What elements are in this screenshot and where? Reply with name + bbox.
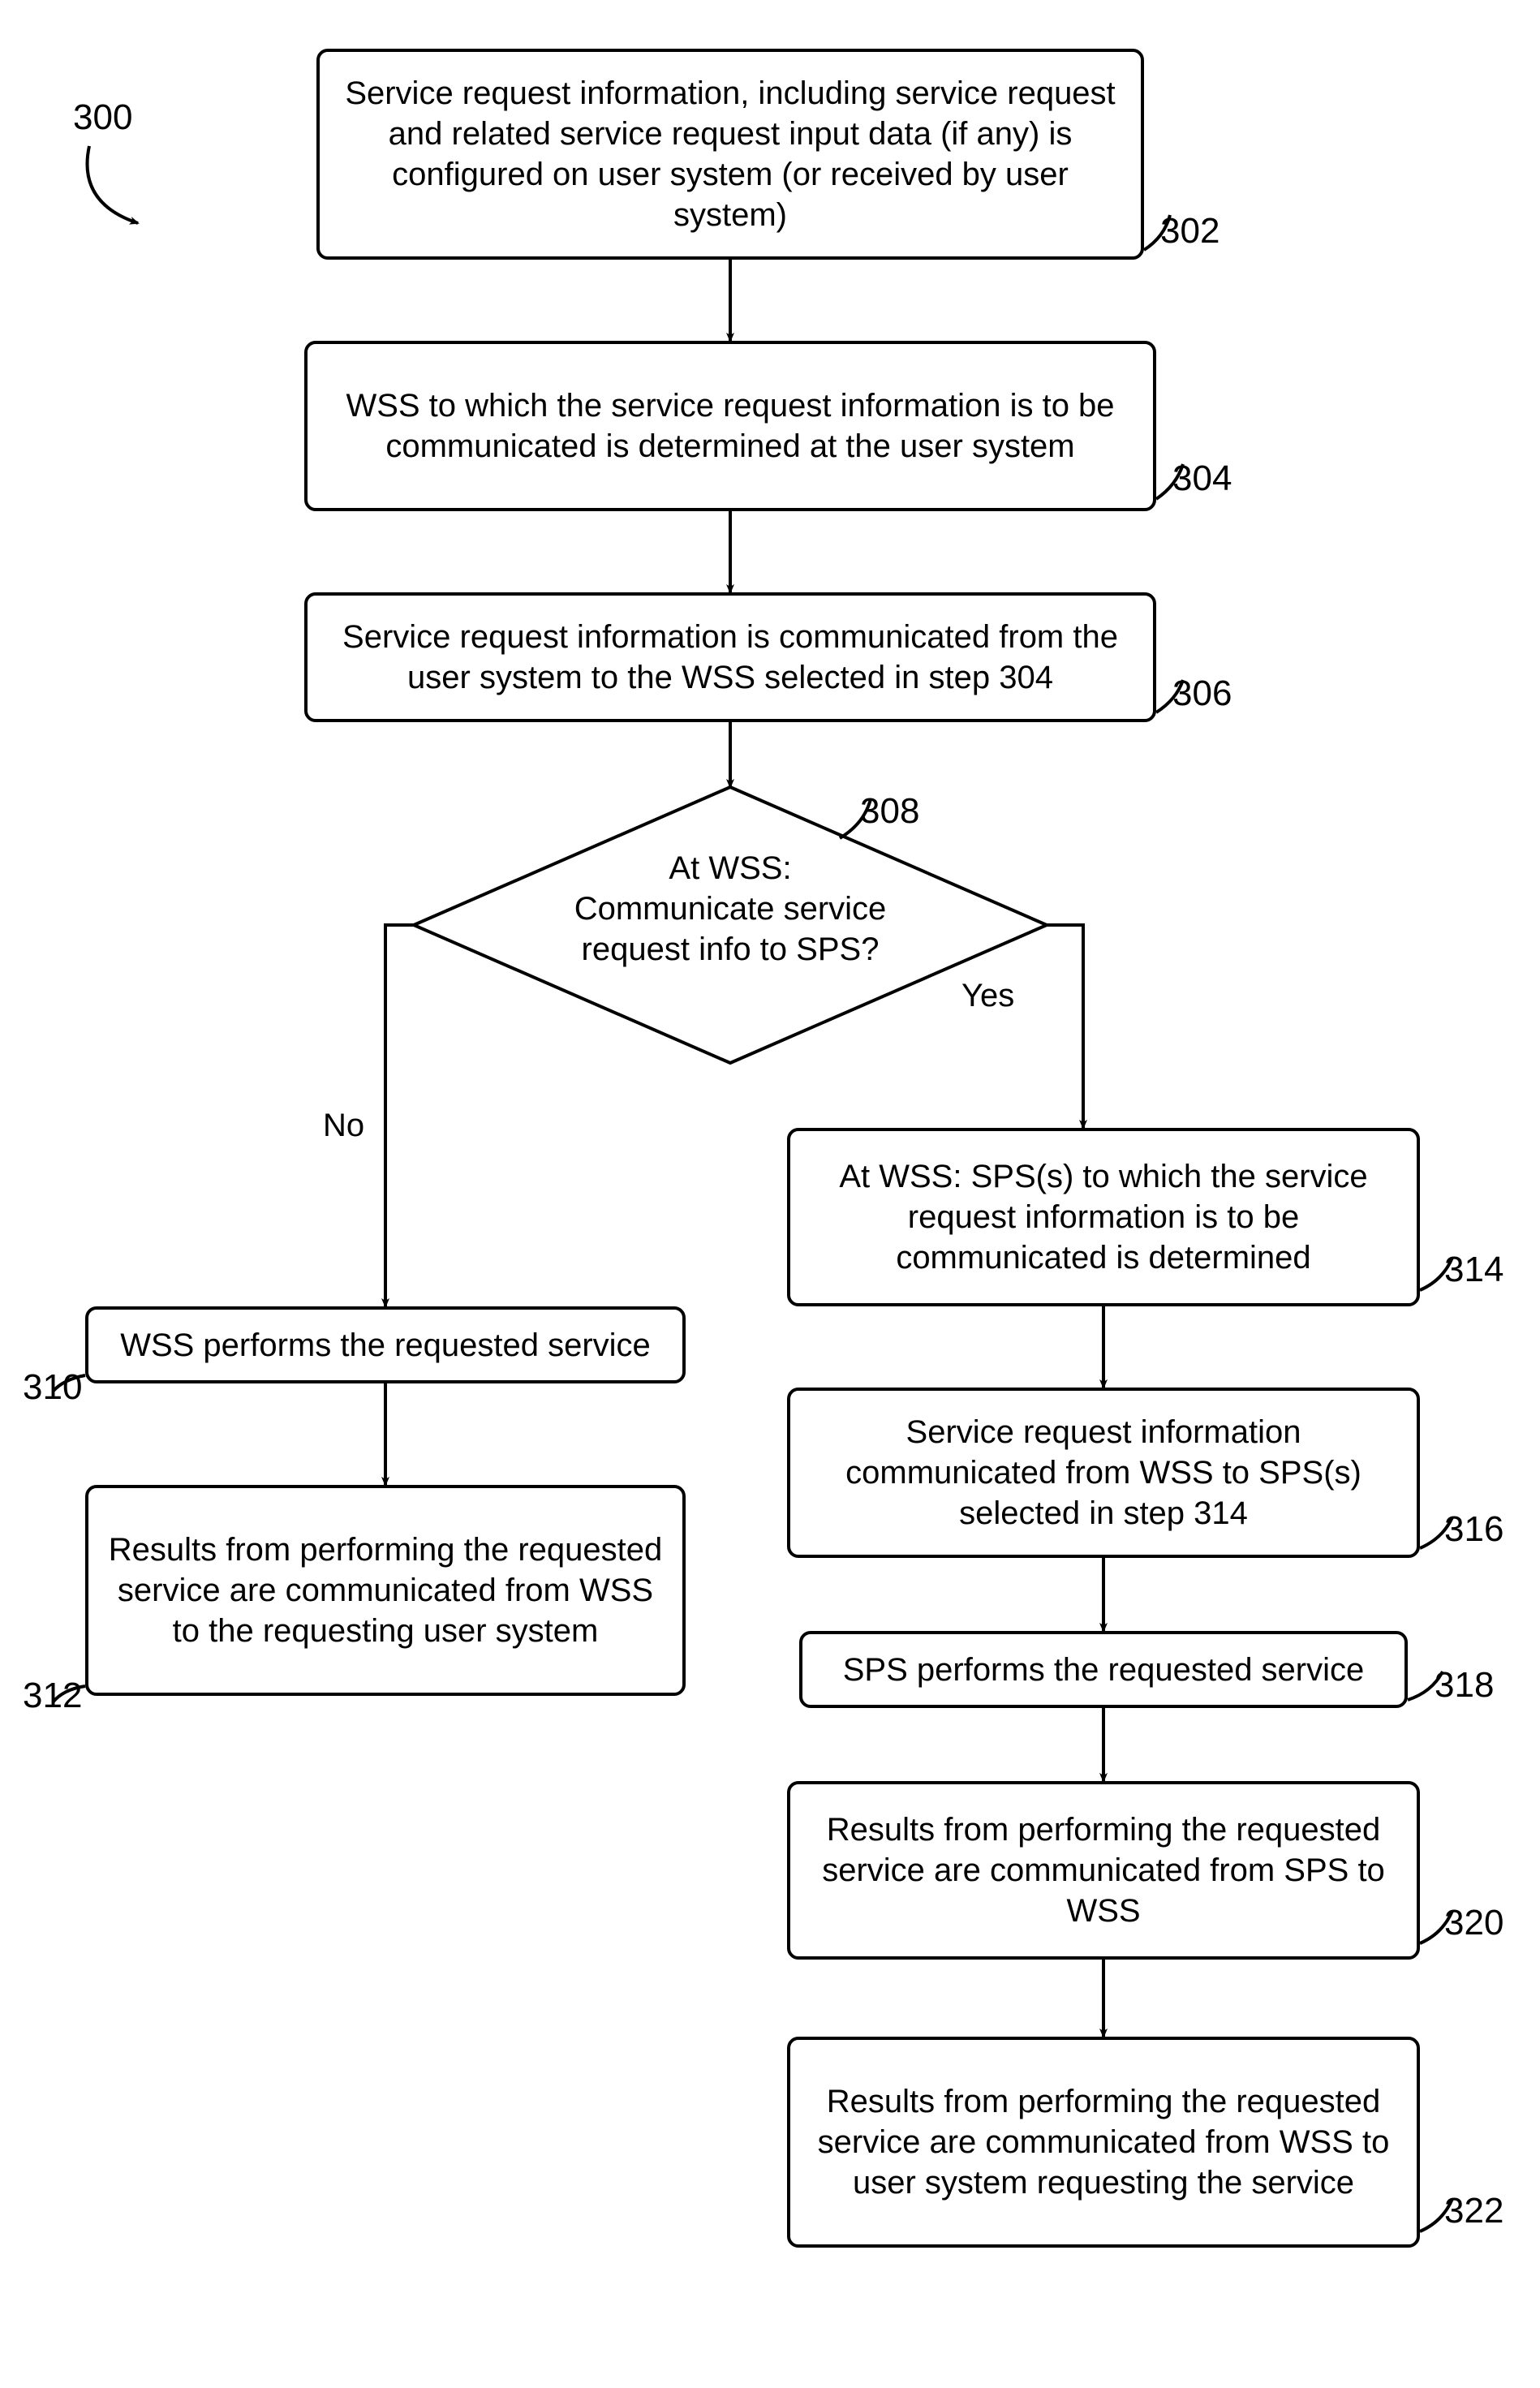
process-node-n322: Results from performing the requested se… xyxy=(787,2037,1420,2248)
process-node-n320: Results from performing the requested se… xyxy=(787,1781,1420,1960)
edge-label-n308-n310: No xyxy=(323,1108,364,1144)
process-node-n306: Service request information is communica… xyxy=(304,592,1156,722)
process-text-n320: Results from performing the requested se… xyxy=(810,1809,1397,1931)
process-text-n322: Results from performing the requested se… xyxy=(810,2081,1397,2203)
process-node-n316: Service request information communicated… xyxy=(787,1388,1420,1558)
ref-label-n312: 312 xyxy=(23,1676,82,1716)
process-text-n302: Service request information, including s… xyxy=(339,73,1121,235)
process-text-n316: Service request information communicated… xyxy=(810,1412,1397,1534)
process-text-n318: SPS performs the requested service xyxy=(843,1650,1365,1690)
process-text-n304: WSS to which the service request informa… xyxy=(327,385,1133,467)
ref-label-n308: 308 xyxy=(860,791,919,832)
ref-label-n302: 302 xyxy=(1160,211,1220,252)
ref-label-n304: 304 xyxy=(1172,458,1232,499)
edge-label-n308-n314: Yes xyxy=(961,978,1014,1014)
ref-label-n306: 306 xyxy=(1172,673,1232,714)
process-node-n314: At WSS: SPS(s) to which the service requ… xyxy=(787,1128,1420,1306)
process-node-n318: SPS performs the requested service xyxy=(799,1631,1408,1708)
process-node-n304: WSS to which the service request informa… xyxy=(304,341,1156,511)
process-node-n302: Service request information, including s… xyxy=(316,49,1144,260)
process-text-n312: Results from performing the requested se… xyxy=(108,1530,663,1651)
process-text-n310: WSS performs the requested service xyxy=(120,1325,651,1366)
diagram-ref-label: 300 xyxy=(73,97,132,138)
ref-label-n316: 316 xyxy=(1444,1509,1503,1550)
decision-text-n308: At WSS:Communicate servicerequest info t… xyxy=(511,848,949,970)
ref-label-n318: 318 xyxy=(1435,1665,1494,1706)
process-text-n314: At WSS: SPS(s) to which the service requ… xyxy=(810,1156,1397,1278)
node-layer: 300 Service request information, includin… xyxy=(0,0,1540,2388)
ref-label-n322: 322 xyxy=(1444,2191,1503,2231)
process-node-n312: Results from performing the requested se… xyxy=(85,1485,686,1696)
ref-label-n310: 310 xyxy=(23,1367,82,1408)
ref-label-n320: 320 xyxy=(1444,1903,1503,1943)
process-node-n310: WSS performs the requested service xyxy=(85,1306,686,1383)
ref-label-n314: 314 xyxy=(1444,1250,1503,1290)
process-text-n306: Service request information is communica… xyxy=(327,617,1133,698)
